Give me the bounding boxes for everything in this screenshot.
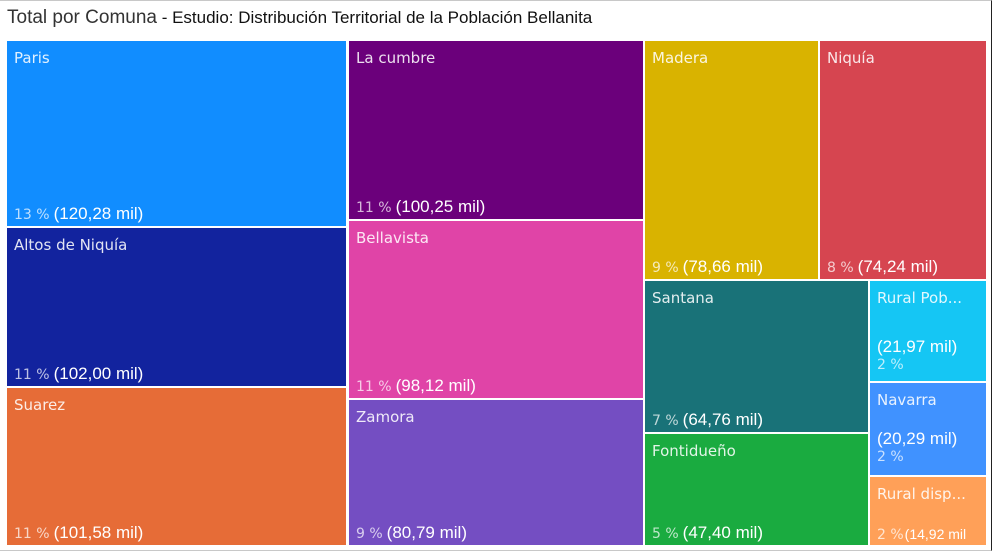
tile-label: Altos de Niquía <box>14 236 128 254</box>
tile-value: (74,24 mil) <box>857 257 938 276</box>
tile-percent: 7 % <box>652 413 679 429</box>
tile-altos-de-niquia[interactable]: Altos de Niquía 11 % (102,00 mil) <box>7 228 346 386</box>
tile-percent: 9 % <box>356 526 383 542</box>
tile-label: Suarez <box>14 396 66 414</box>
tile-label: Bellavista <box>356 229 429 247</box>
tile-rural-disp[interactable]: Rural disp... 2 %(14,92 mil <box>870 477 986 545</box>
tile-label: Niquía <box>827 49 875 67</box>
tile-value: (20,29 mil) <box>877 429 958 448</box>
tile-label: Santana <box>652 289 714 307</box>
tile-percent: 2 % <box>877 449 904 465</box>
tile-label: Zamora <box>356 408 415 426</box>
tile-percent: 13 % <box>14 207 50 223</box>
tile-santana[interactable]: Santana 7 % (64,76 mil) <box>645 281 868 432</box>
tile-percent: 2 % <box>877 357 904 373</box>
title-main: Total por Comuna <box>7 7 157 28</box>
title-subtitle: - Estudio: Distribución Territorial de l… <box>156 8 593 27</box>
tile-bellavista[interactable]: Bellavista 11 % (98,12 mil) <box>349 221 643 398</box>
tile-label: Fontidueño <box>652 442 736 460</box>
tile-navarra[interactable]: Navarra (20,29 mil) 2 % <box>870 383 986 475</box>
tile-niquia[interactable]: Niquía 8 % (74,24 mil) <box>820 41 986 279</box>
tile-suarez[interactable]: Suarez 11 % (101,58 mil) <box>7 388 346 545</box>
tile-percent: 2 % <box>877 527 904 543</box>
tile-value: (78,66 mil) <box>682 257 763 276</box>
tile-value: (100,25 mil) <box>395 197 486 216</box>
tile-label: Madera <box>652 49 709 67</box>
tile-percent: 5 % <box>652 526 679 542</box>
tile-label: La cumbre <box>356 49 436 67</box>
tile-label: Rural Pob... <box>877 289 963 307</box>
tile-label: Paris <box>14 49 50 67</box>
tile-paris[interactable]: Paris 13 % (120,28 mil) <box>7 41 346 226</box>
tile-label: Rural disp... <box>877 485 966 503</box>
tile-percent: 9 % <box>652 260 679 276</box>
tile-value: (47,40 mil) <box>682 523 763 542</box>
chart-title: Total por Comuna - Estudio: Distribución… <box>7 3 592 33</box>
tile-value: (101,58 mil) <box>53 523 144 542</box>
tile-percent: 11 % <box>14 367 50 383</box>
tile-percent: 11 % <box>14 526 50 542</box>
tile-percent: 8 % <box>827 260 854 276</box>
tile-value: (120,28 mil) <box>53 204 144 223</box>
tile-value: (14,92 mil <box>904 526 967 542</box>
tile-value: (98,12 mil) <box>395 376 476 395</box>
tile-percent: 11 % <box>356 200 392 216</box>
tile-fontidueno[interactable]: Fontidueño 5 % (47,40 mil) <box>645 434 868 545</box>
tile-value: (64,76 mil) <box>682 410 763 429</box>
tile-percent: 11 % <box>356 379 392 395</box>
tile-label: Navarra <box>877 391 937 409</box>
tile-value: (80,79 mil) <box>386 523 467 542</box>
tile-madera[interactable]: Madera 9 % (78,66 mil) <box>645 41 818 279</box>
tile-value: (102,00 mil) <box>53 364 144 383</box>
tile-rural-pob[interactable]: Rural Pob... (21,97 mil) 2 % <box>870 281 986 381</box>
tile-zamora[interactable]: Zamora 9 % (80,79 mil) <box>349 400 643 545</box>
tile-value: (21,97 mil) <box>877 337 958 356</box>
tile-la-cumbre[interactable]: La cumbre 11 % (100,25 mil) <box>349 41 643 219</box>
